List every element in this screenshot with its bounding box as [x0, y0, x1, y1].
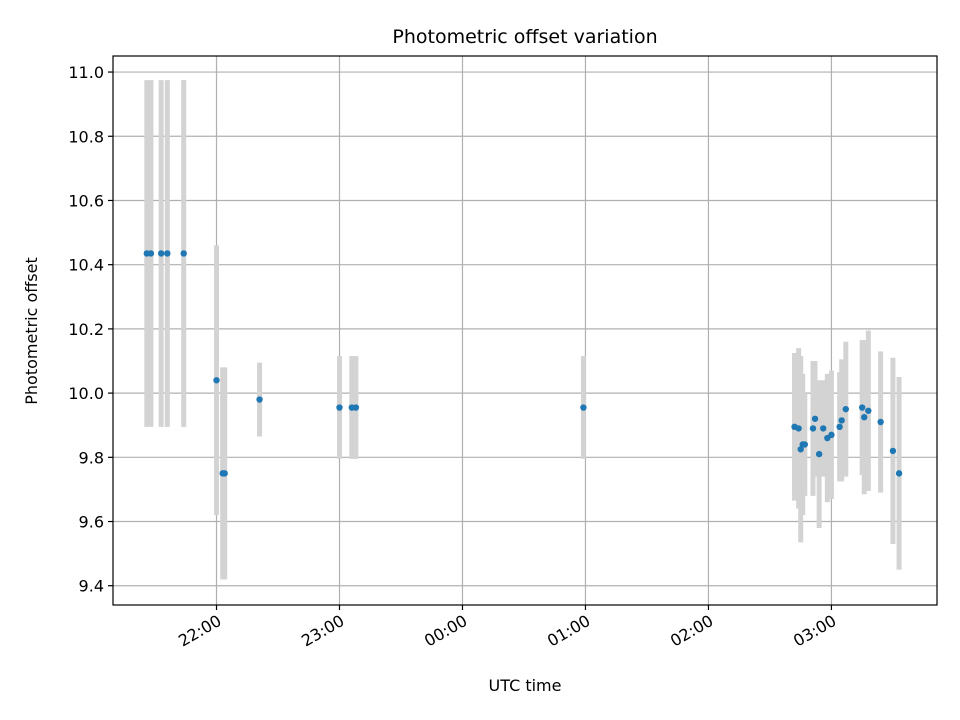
x-axis: 22:00 23:00 00:00 01:00 02:00 03:00	[175, 605, 839, 651]
y-tick-label: 9.6	[79, 513, 104, 532]
data-point	[795, 425, 802, 432]
data-point	[895, 470, 903, 477]
data-point	[180, 250, 187, 257]
chart-title: Photometric offset variation	[392, 26, 657, 48]
x-tick-label: 03:00	[790, 611, 839, 651]
data-point	[256, 396, 263, 403]
data-point	[836, 423, 843, 431]
y-axis: 9.4 9.6 9.8 10.0 10.2 10.4 10.6 10.8 11.0	[68, 63, 113, 596]
data-point	[580, 404, 587, 411]
y-tick-label: 10.2	[68, 320, 104, 339]
y-tick-label: 10.6	[68, 191, 104, 210]
data-point	[336, 404, 343, 411]
data-point	[147, 250, 155, 257]
data-point	[820, 425, 827, 432]
data-point	[352, 404, 360, 411]
data-point	[164, 250, 171, 257]
y-tick-label: 9.4	[79, 577, 104, 596]
data-point	[865, 407, 872, 414]
data-point	[801, 441, 808, 448]
data-point	[838, 417, 845, 424]
data-point	[811, 415, 819, 422]
data-point	[889, 447, 897, 455]
data-points	[143, 250, 903, 477]
plot-frame	[112, 55, 938, 606]
data-point	[213, 377, 220, 384]
data-point	[809, 425, 817, 432]
x-tick-label: 02:00	[667, 611, 716, 651]
x-tick-label: 23:00	[298, 611, 347, 651]
x-tick-label: 00:00	[421, 611, 470, 651]
data-point	[157, 250, 165, 257]
y-axis-label: Photometric offset	[22, 257, 41, 405]
y-tick-label: 10.0	[68, 384, 104, 403]
data-point	[797, 446, 804, 453]
y-tick-label: 10.8	[68, 127, 104, 146]
y-tick-label: 9.8	[79, 448, 104, 467]
x-axis-label: UTC time	[489, 676, 562, 695]
y-tick-label: 10.4	[68, 256, 104, 275]
data-point	[221, 470, 228, 477]
y-tick-label: 11.0	[68, 63, 104, 82]
x-tick-label: 01:00	[544, 611, 593, 651]
data-point	[842, 405, 849, 413]
grid	[113, 56, 937, 605]
data-point	[877, 418, 884, 426]
plot-background	[113, 56, 937, 605]
data-point	[858, 404, 866, 411]
x-tick-label: 22:00	[175, 611, 224, 651]
data-point	[861, 413, 868, 421]
data-point	[815, 450, 823, 458]
data-point	[828, 431, 835, 439]
